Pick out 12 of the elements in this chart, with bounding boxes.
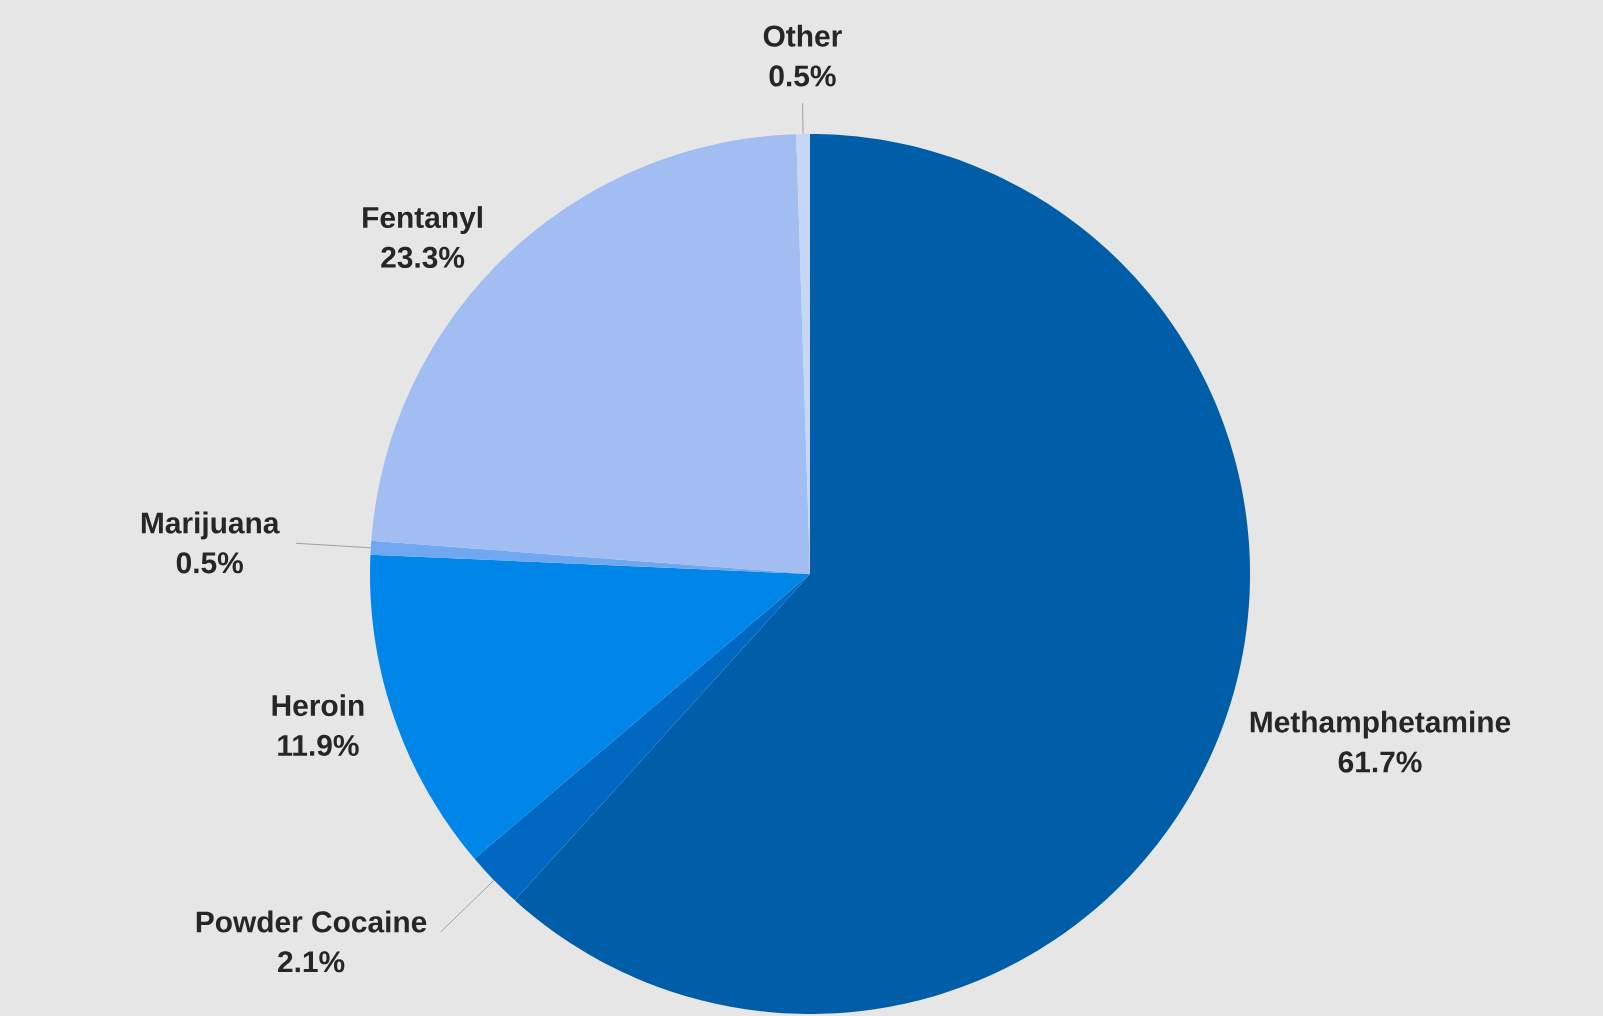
- data-label: 61.7%: [1338, 751, 1422, 773]
- data-label: 23.3%: [381, 246, 465, 268]
- data-label: 0.5%: [176, 552, 243, 574]
- slice-label: Other: [763, 24, 842, 47]
- slice-label: Marijuana: [141, 511, 280, 540]
- data-label: 2.1%: [278, 951, 345, 973]
- slice-label: Heroin: [272, 694, 364, 717]
- data-label: 0.5%: [769, 65, 836, 87]
- slice-label: Powder Cocaine: [196, 910, 427, 933]
- slice-label: Fentanyl: [363, 206, 482, 234]
- slice-label: Methamphetamine: [1250, 710, 1511, 739]
- data-label: 11.9%: [278, 734, 359, 756]
